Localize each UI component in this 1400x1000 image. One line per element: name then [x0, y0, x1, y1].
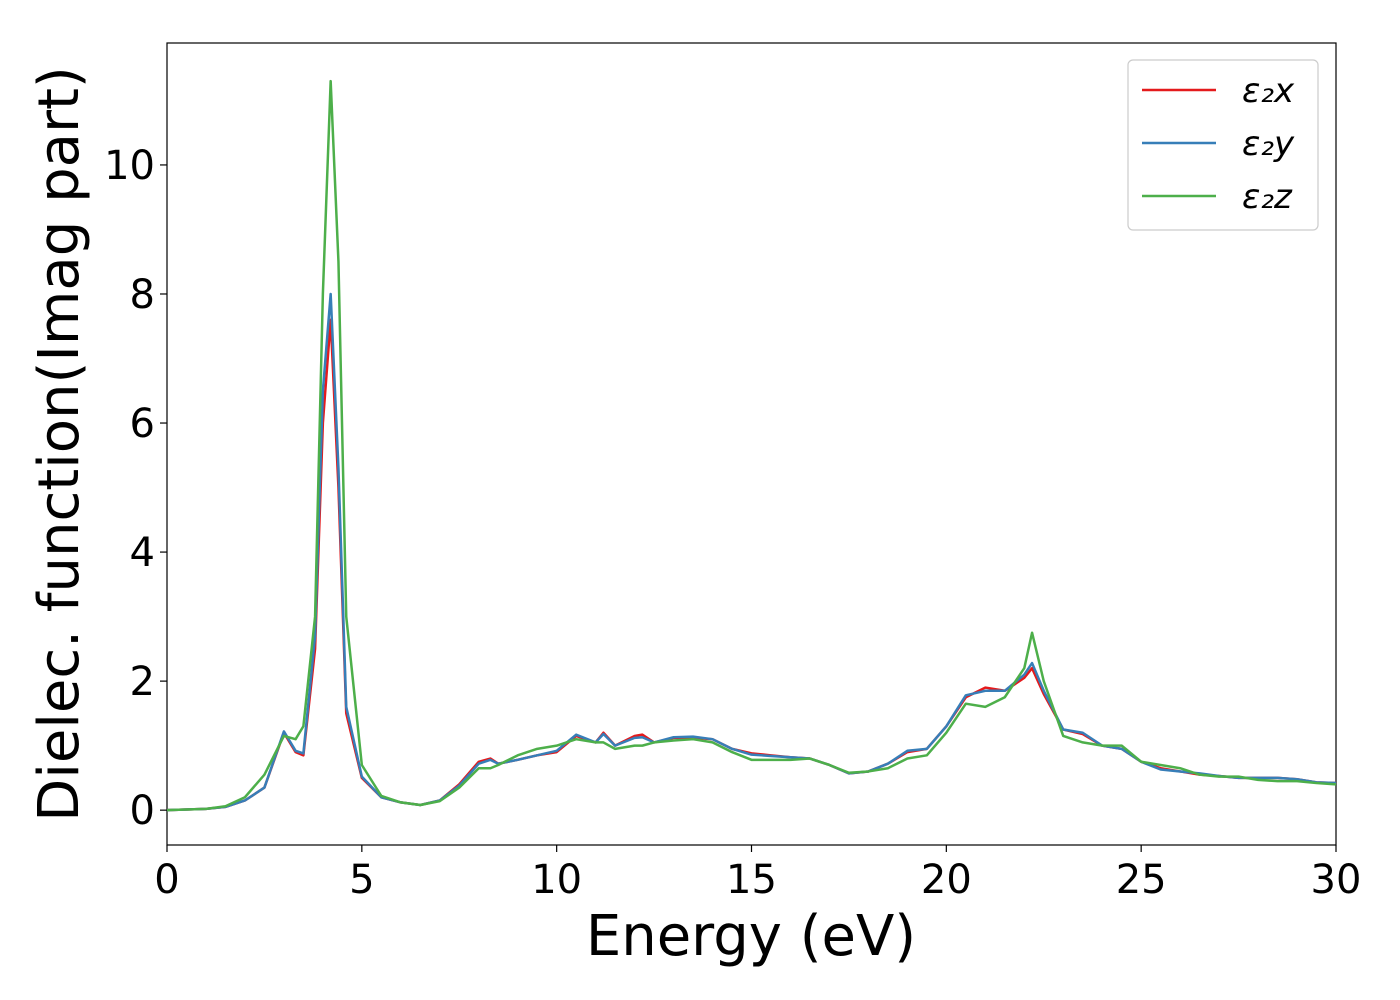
legend-label: ε₂y — [1242, 124, 1295, 164]
y-tick-label: 6 — [130, 401, 155, 447]
x-tick-label: 25 — [1116, 857, 1167, 903]
legend-label: ε₂z — [1242, 177, 1293, 217]
x-tick-label: 20 — [921, 857, 972, 903]
y-tick-label: 2 — [130, 659, 155, 705]
x-tick-label: 15 — [726, 857, 777, 903]
x-tick-label: 5 — [349, 857, 374, 903]
y-tick-label: 10 — [104, 143, 155, 189]
y-tick-label: 0 — [130, 788, 155, 834]
legend-box — [1127, 59, 1319, 231]
y-axis-label: Dielec. function(Imag part) — [27, 66, 92, 822]
legend-label: ε₂x — [1242, 71, 1295, 111]
x-tick-label: 0 — [154, 857, 179, 903]
y-tick-label: 4 — [130, 530, 155, 576]
data-line — [166, 79, 1337, 812]
data-line — [166, 292, 1337, 812]
x-tick-label: 30 — [1311, 857, 1362, 903]
y-tick-label: 8 — [130, 272, 155, 318]
x-tick-label: 10 — [531, 857, 582, 903]
x-axis-label: Energy (eV) — [586, 904, 916, 969]
